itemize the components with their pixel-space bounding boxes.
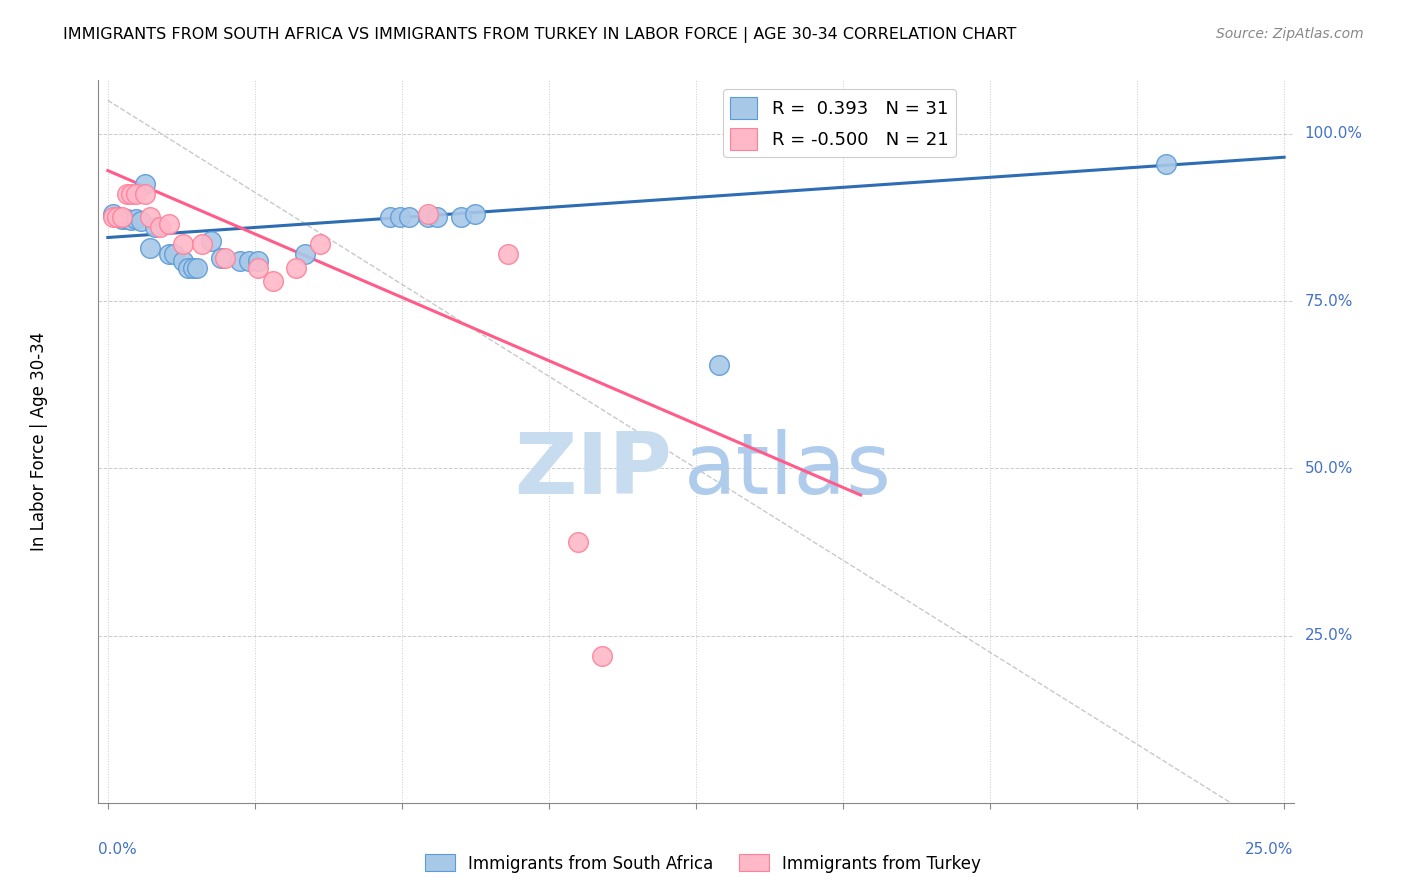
Point bbox=[214, 251, 236, 265]
Text: ZIP: ZIP bbox=[515, 429, 672, 512]
Point bbox=[709, 358, 731, 372]
Text: 50.0%: 50.0% bbox=[1305, 461, 1353, 475]
Point bbox=[105, 211, 128, 225]
Point bbox=[378, 211, 401, 225]
Point bbox=[149, 220, 172, 235]
Point bbox=[134, 177, 156, 191]
Point bbox=[496, 247, 519, 261]
Point bbox=[172, 254, 194, 268]
Point bbox=[115, 212, 138, 227]
Point bbox=[209, 251, 232, 265]
Point bbox=[105, 211, 128, 225]
Point bbox=[388, 211, 411, 225]
Point bbox=[308, 237, 330, 252]
Point bbox=[398, 211, 420, 225]
Point bbox=[129, 214, 152, 228]
Point bbox=[450, 211, 472, 225]
Point bbox=[115, 187, 138, 202]
Point bbox=[181, 260, 204, 275]
Point bbox=[125, 212, 148, 227]
Point bbox=[262, 274, 284, 288]
Legend: R =  0.393   N = 31, R = -0.500   N = 21: R = 0.393 N = 31, R = -0.500 N = 21 bbox=[723, 89, 956, 157]
Point bbox=[125, 187, 148, 202]
Point bbox=[120, 213, 142, 227]
Text: 25.0%: 25.0% bbox=[1305, 628, 1353, 643]
Text: 75.0%: 75.0% bbox=[1305, 293, 1353, 309]
Point bbox=[591, 648, 613, 663]
Point bbox=[111, 211, 134, 226]
Point bbox=[157, 217, 180, 231]
Point bbox=[426, 211, 449, 225]
Point bbox=[101, 211, 124, 225]
Point bbox=[200, 234, 222, 248]
Legend: Immigrants from South Africa, Immigrants from Turkey: Immigrants from South Africa, Immigrants… bbox=[419, 847, 987, 880]
Point bbox=[134, 187, 156, 202]
Point bbox=[177, 260, 200, 275]
Text: 25.0%: 25.0% bbox=[1246, 842, 1294, 856]
Point bbox=[228, 254, 250, 268]
Point bbox=[139, 241, 162, 255]
Point bbox=[247, 260, 270, 275]
Point bbox=[464, 207, 486, 221]
Point bbox=[567, 534, 589, 549]
Point bbox=[416, 211, 439, 225]
Point bbox=[101, 207, 124, 221]
Text: 0.0%: 0.0% bbox=[98, 842, 138, 856]
Point bbox=[247, 254, 270, 268]
Point bbox=[157, 247, 180, 261]
Point bbox=[186, 260, 208, 275]
Point bbox=[139, 211, 162, 225]
Point bbox=[111, 211, 134, 225]
Point bbox=[294, 247, 316, 261]
Point bbox=[1156, 157, 1178, 171]
Point bbox=[416, 207, 439, 221]
Text: In Labor Force | Age 30-34: In Labor Force | Age 30-34 bbox=[30, 332, 48, 551]
Point bbox=[143, 220, 166, 235]
Point bbox=[238, 254, 260, 268]
Point bbox=[163, 247, 186, 261]
Point bbox=[120, 187, 142, 202]
Text: 100.0%: 100.0% bbox=[1305, 127, 1362, 141]
Point bbox=[191, 237, 214, 252]
Point bbox=[172, 237, 194, 252]
Text: atlas: atlas bbox=[685, 429, 891, 512]
Point bbox=[285, 260, 308, 275]
Text: IMMIGRANTS FROM SOUTH AFRICA VS IMMIGRANTS FROM TURKEY IN LABOR FORCE | AGE 30-3: IMMIGRANTS FROM SOUTH AFRICA VS IMMIGRAN… bbox=[63, 27, 1017, 43]
Text: Source: ZipAtlas.com: Source: ZipAtlas.com bbox=[1216, 27, 1364, 41]
